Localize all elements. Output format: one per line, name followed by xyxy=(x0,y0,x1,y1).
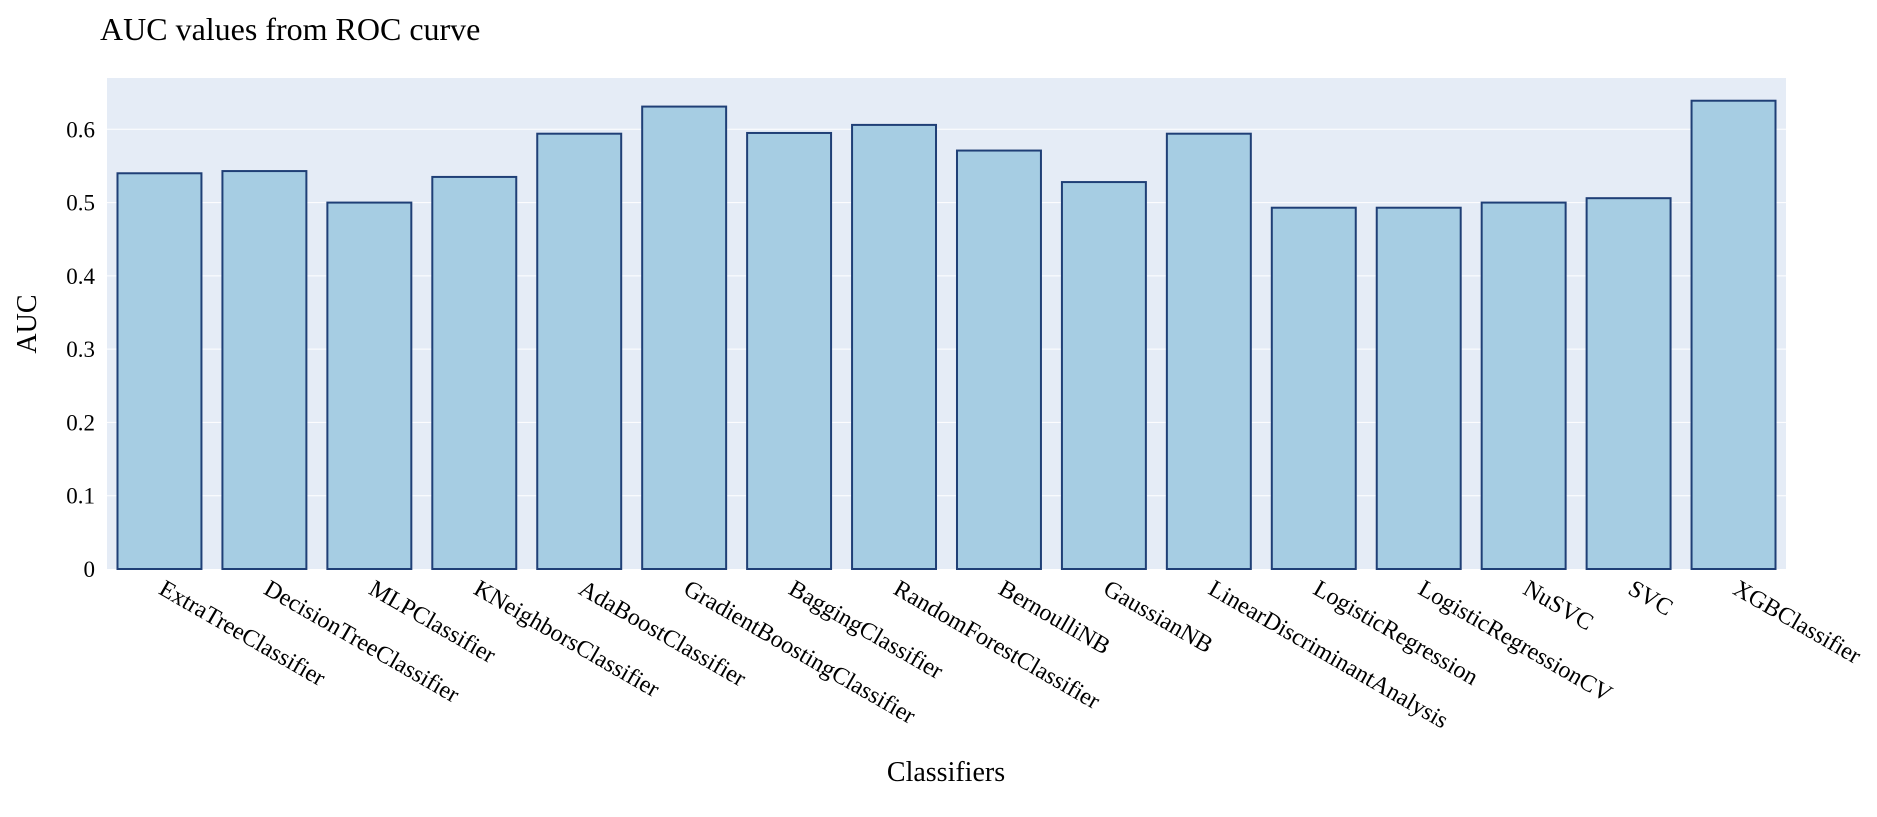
y-tick-label: 0.6 xyxy=(66,117,95,142)
y-tick-label: 0.2 xyxy=(66,410,95,435)
bar xyxy=(221,170,308,570)
x-tick-label: GaussianNB xyxy=(1099,576,1217,659)
x-tick-label: KNeighborsClassifier xyxy=(469,576,663,703)
bar xyxy=(1375,206,1462,570)
bar xyxy=(1585,197,1672,570)
y-axis-ticks: 0 0.1 0.2 0.3 0.4 0.5 0.6 xyxy=(66,117,95,582)
bar xyxy=(326,201,413,570)
y-tick-label: 0.4 xyxy=(66,264,95,289)
x-axis-label: Classifiers xyxy=(887,757,1005,788)
y-tick-label: 0 xyxy=(84,557,96,582)
bar xyxy=(641,105,728,570)
x-tick-label: XGBClassifier xyxy=(1729,576,1866,670)
bar xyxy=(955,149,1042,570)
y-tick-label: 0.5 xyxy=(66,191,95,216)
y-axis-label: AUC xyxy=(12,294,43,353)
y-tick-label: 0.3 xyxy=(66,337,95,362)
x-tick-label: SVC xyxy=(1624,576,1677,622)
bar xyxy=(1060,181,1147,570)
bar xyxy=(1270,206,1357,570)
bar xyxy=(1690,99,1777,571)
bar xyxy=(1165,132,1252,570)
bar xyxy=(851,123,938,570)
x-tick-label: NuSVC xyxy=(1519,576,1598,637)
bar xyxy=(1480,201,1567,570)
bars xyxy=(116,99,1777,571)
x-tick-label: LogisticRegressionCV xyxy=(1414,576,1617,708)
bar xyxy=(746,131,833,571)
x-tick-label: DecisionTreeClassifier xyxy=(259,576,463,709)
chart-title: AUC values from ROC curve xyxy=(100,11,480,47)
bar xyxy=(431,175,518,570)
bar xyxy=(116,172,203,571)
y-tick-label: 0.1 xyxy=(66,484,95,509)
bar xyxy=(536,132,623,570)
x-axis-ticks: ExtraTreeClassifierDecisionTreeClassifie… xyxy=(154,576,1865,734)
